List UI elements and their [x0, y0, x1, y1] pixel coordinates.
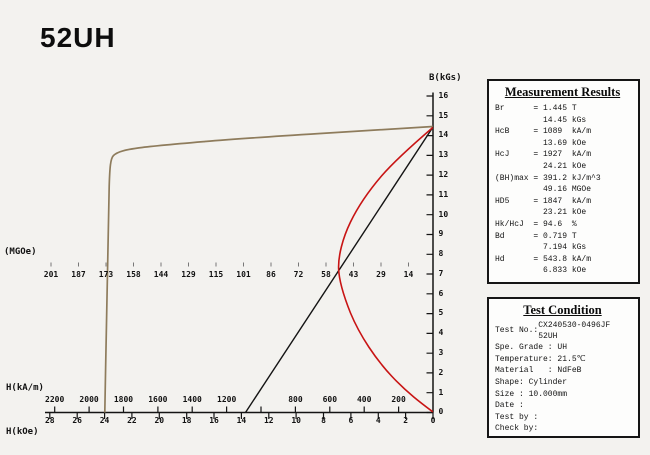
b-axis-label: B(kGs): [429, 73, 462, 83]
h-koe-tick-label: 28: [44, 415, 55, 425]
test-condition-panel: Test Condition Test No.: CX240530-0496JF…: [487, 297, 640, 438]
b-tick-label: 15: [438, 110, 449, 120]
measurement-row-bd: Bd = 0.719 T 7.194 kGs: [495, 231, 587, 253]
b-tick-label: 10: [438, 209, 449, 219]
measurement-row-hcb: HcB = 1089 kA/m 13.69 kOe: [495, 127, 592, 148]
mgoe-axis-label: (MGOe): [4, 247, 37, 257]
test-row-temperature: Temperature: 21.5℃: [495, 354, 586, 364]
b-tick-label: 9: [438, 229, 444, 239]
mgoe-tick-label: 173: [98, 270, 114, 279]
h-koe-tick-label: 0: [430, 415, 436, 425]
h-kam-tick-label: 1600: [148, 394, 168, 404]
test-no-value: CX240530-0496JF 52UH: [538, 321, 611, 341]
h-kam-tick-label: 2200: [45, 394, 65, 404]
h-koe-tick-label: 2: [403, 415, 409, 425]
mgoe-tick-label: 43: [348, 270, 359, 279]
b-tick-label: 4: [438, 328, 444, 338]
h-koe-tick-label: 16: [209, 415, 219, 425]
b-tick-label: 7: [438, 268, 444, 278]
measurement-results-title: Measurement Results: [504, 85, 621, 99]
measurement-row-hcj: HcJ = 1927 kA/m 24.21 kOe: [495, 150, 592, 171]
measurement-row-bhmax: (BH)max = 391.2 kJ/m^3 49.16 MGOe: [495, 173, 601, 195]
measurement-results-panel: Measurement Results Br = 1.445 T 14.45 k…: [487, 79, 640, 284]
measurement-row-br: Br = 1.445 T 14.45 kGs: [495, 104, 587, 125]
test-row-check-by: Check by:: [495, 424, 539, 434]
h-koe-tick-label: 22: [127, 415, 137, 425]
test-no-label: Test No.:: [495, 326, 539, 336]
h-koe-tick-label: 24: [99, 415, 110, 425]
h-kam-tick-label: 1800: [113, 394, 134, 404]
h-kam-tick-label: 200: [391, 394, 406, 404]
h-kam-tick-label: 1400: [182, 394, 202, 404]
h-koe-tick-label: 4: [375, 415, 381, 425]
h-kam-axis-label: H(kA/m): [6, 383, 44, 393]
b-tick-label: 14: [438, 130, 449, 140]
test-row-material: Material : NdFeB: [495, 366, 582, 376]
mgoe-tick-label: 86: [266, 270, 276, 279]
test-row-grade: Spe. Grade : UH: [495, 343, 568, 353]
h-kam-tick-label: 800: [288, 394, 303, 404]
mgoe-tick-label: 201: [43, 270, 59, 279]
h-kam-tick-label: 400: [356, 394, 372, 404]
h-koe-tick-label: 14: [236, 415, 247, 425]
test-row-shape: Shape: Cylinder: [495, 377, 568, 387]
b-tick-label: 0: [438, 407, 444, 417]
mgoe-tick-label: 14: [403, 270, 414, 279]
h-kam-tick-label: 600: [322, 394, 338, 404]
mgoe-tick-label: 72: [293, 270, 304, 279]
mgoe-tick-label: 158: [126, 270, 141, 279]
h-koe-tick-label: 12: [263, 415, 274, 425]
mgoe-tick-label: 187: [71, 270, 86, 279]
h-kam-tick-label: 2000: [79, 394, 99, 404]
test-no-row: Test No.: CX240530-0496JF 52UH: [495, 321, 638, 342]
mgoe-tick-label: 29: [376, 270, 386, 279]
b-tick-label: 6: [438, 288, 444, 298]
mgoe-tick-label: 115: [208, 270, 224, 279]
h-koe-tick-label: 10: [291, 415, 301, 425]
b-tick-label: 2: [438, 367, 444, 377]
b-tick-label: 16: [438, 90, 449, 100]
test-row-size: Size : 10.000mm: [495, 389, 568, 399]
h-koe-axis-label: H(kOe): [6, 427, 39, 437]
mgoe-tick-label: 129: [181, 270, 196, 279]
h-koe-tick-label: 8: [321, 415, 326, 425]
mgoe-ticks: [50, 262, 409, 267]
page-title: 52UH: [40, 22, 116, 53]
test-row-test-by: Test by :: [495, 412, 539, 422]
b-tick-label: 11: [438, 189, 449, 199]
h-koe-tick-label: 20: [154, 415, 165, 425]
h-koe-tick-label: 6: [348, 415, 354, 425]
h-kam-ticks: [54, 406, 400, 413]
h-koe-tick-label: 18: [181, 415, 192, 425]
intrinsic-curve: [103, 125, 434, 413]
b-tick-label: 5: [438, 308, 444, 318]
mgoe-tick-label: 101: [236, 270, 251, 279]
measurement-row-hd: Hd = 543.8 kA/m 6.833 kOe: [495, 254, 592, 276]
h-koe-tick-label: 26: [72, 415, 83, 425]
b-tick-label: 8: [438, 249, 444, 259]
mgoe-tick-label: 144: [153, 270, 169, 279]
test-row-date: Date :: [495, 401, 524, 411]
h-kam-tick-label: 1200: [217, 394, 237, 404]
measurement-row-hd5: HD5 = 1847 kA/m 23.21 kOe: [495, 196, 592, 218]
test-condition-title: Test Condition: [523, 303, 602, 317]
b-axis-ticks: [426, 95, 433, 414]
mgoe-tick-label: 58: [321, 270, 331, 279]
b-tick-label: 13: [438, 150, 449, 160]
energy-product-curve: [337, 126, 434, 413]
b-tick-label: 12: [438, 169, 449, 179]
measurement-row-hkhcj: Hk/HcJ = 94.6 %: [495, 219, 577, 229]
b-tick-label: 3: [438, 347, 444, 357]
h-koe-ticks: [49, 412, 434, 419]
b-tick-label: 1: [438, 387, 444, 397]
